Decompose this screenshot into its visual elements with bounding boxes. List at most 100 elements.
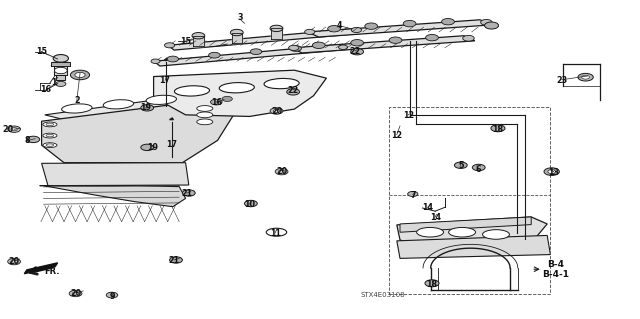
Ellipse shape [146, 95, 177, 104]
Circle shape [106, 292, 118, 298]
Polygon shape [271, 28, 282, 39]
Text: 16: 16 [211, 98, 222, 107]
Text: 17: 17 [166, 140, 177, 149]
Text: 5: 5 [458, 161, 463, 170]
Polygon shape [397, 217, 547, 255]
Circle shape [70, 70, 90, 80]
Ellipse shape [175, 86, 209, 96]
Circle shape [481, 19, 492, 25]
Circle shape [211, 99, 222, 105]
Circle shape [278, 170, 285, 173]
Text: 13: 13 [548, 168, 559, 177]
Circle shape [351, 40, 364, 46]
Circle shape [27, 136, 40, 143]
Ellipse shape [197, 119, 212, 125]
Circle shape [290, 46, 301, 51]
Ellipse shape [417, 227, 444, 237]
Circle shape [250, 49, 262, 55]
Circle shape [463, 35, 474, 41]
Polygon shape [154, 70, 326, 116]
Circle shape [442, 19, 454, 25]
Text: 16: 16 [40, 85, 52, 94]
Text: 8: 8 [25, 136, 30, 145]
Polygon shape [397, 235, 550, 258]
Text: 18: 18 [492, 125, 504, 134]
Text: 15: 15 [180, 37, 191, 46]
Circle shape [426, 34, 438, 41]
Text: 14: 14 [429, 213, 441, 222]
Circle shape [275, 168, 288, 175]
Circle shape [192, 33, 205, 39]
Polygon shape [54, 66, 67, 75]
Polygon shape [45, 94, 218, 120]
Polygon shape [40, 186, 186, 207]
Circle shape [403, 20, 416, 27]
Polygon shape [168, 29, 360, 50]
Ellipse shape [43, 143, 57, 147]
Text: 20: 20 [70, 289, 81, 298]
Text: 3: 3 [237, 13, 243, 22]
Circle shape [270, 108, 283, 114]
Text: 21: 21 [168, 256, 180, 265]
Ellipse shape [449, 227, 476, 237]
Text: 20: 20 [8, 257, 20, 266]
Text: STX4E03108: STX4E03108 [360, 292, 405, 298]
Polygon shape [154, 45, 347, 66]
Circle shape [11, 260, 17, 263]
Polygon shape [291, 36, 475, 53]
Circle shape [270, 25, 283, 32]
Text: 18: 18 [426, 280, 438, 289]
Ellipse shape [43, 133, 57, 138]
Circle shape [425, 280, 439, 287]
Circle shape [289, 45, 299, 50]
Circle shape [182, 190, 195, 196]
Circle shape [287, 89, 300, 95]
Circle shape [484, 22, 499, 29]
Polygon shape [307, 20, 492, 37]
Polygon shape [42, 100, 234, 163]
Circle shape [328, 26, 340, 32]
Polygon shape [51, 62, 70, 66]
Circle shape [54, 67, 67, 74]
Circle shape [170, 257, 182, 263]
Ellipse shape [43, 122, 57, 127]
Text: 1: 1 [52, 78, 57, 87]
Circle shape [141, 105, 154, 111]
Text: 15: 15 [36, 47, 47, 56]
Circle shape [230, 29, 243, 36]
Text: 10: 10 [244, 200, 255, 209]
Ellipse shape [220, 83, 254, 93]
Polygon shape [193, 36, 204, 46]
Text: FR.: FR. [45, 267, 60, 276]
Text: 4: 4 [337, 21, 342, 30]
Text: 12: 12 [391, 131, 403, 140]
Ellipse shape [103, 100, 134, 109]
Text: 9: 9 [109, 292, 115, 300]
Circle shape [454, 162, 467, 168]
Circle shape [167, 56, 179, 62]
Polygon shape [164, 58, 168, 60]
Circle shape [472, 164, 485, 171]
Polygon shape [170, 118, 173, 120]
Circle shape [72, 292, 79, 295]
Circle shape [151, 59, 160, 63]
Text: 22: 22 [287, 86, 299, 95]
Circle shape [582, 75, 589, 79]
Circle shape [312, 42, 325, 48]
Text: 12: 12 [403, 111, 414, 120]
Circle shape [273, 109, 280, 113]
Text: B-4-1: B-4-1 [542, 270, 569, 279]
Circle shape [544, 168, 559, 175]
Circle shape [389, 37, 402, 43]
Text: 6: 6 [476, 165, 481, 174]
Circle shape [209, 52, 220, 58]
Circle shape [244, 200, 257, 207]
Circle shape [8, 126, 20, 132]
Circle shape [11, 128, 17, 131]
Circle shape [351, 48, 364, 55]
Circle shape [164, 43, 175, 48]
Text: 7: 7 [410, 191, 415, 200]
Circle shape [578, 73, 593, 81]
Polygon shape [232, 33, 242, 43]
Ellipse shape [266, 228, 287, 236]
